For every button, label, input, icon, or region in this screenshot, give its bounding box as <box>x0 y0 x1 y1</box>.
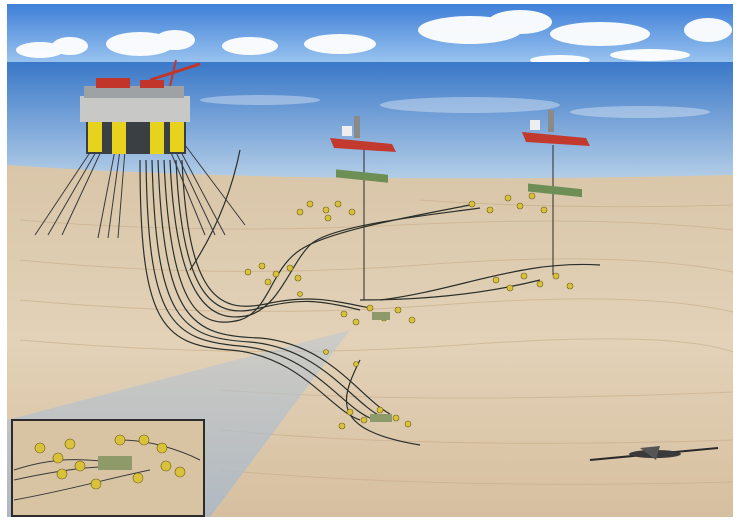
manifold-template <box>372 312 390 320</box>
semi-submersible-platform-icon <box>80 59 201 154</box>
central-manifold <box>370 414 392 422</box>
inset-wellheads <box>34 434 186 490</box>
fpso-vessel-icon <box>522 110 590 198</box>
vessel-risers <box>363 145 554 300</box>
fpso-vessel-icon <box>330 116 396 183</box>
flowlines <box>139 149 601 446</box>
sea-reflections <box>200 95 710 118</box>
auv-icon <box>589 446 719 461</box>
inset-detail <box>11 419 205 517</box>
mooring-lines <box>34 144 246 239</box>
inset-manifold <box>98 456 132 470</box>
subsea-manifold-icon <box>244 192 574 430</box>
seabed-ripples <box>19 199 734 485</box>
